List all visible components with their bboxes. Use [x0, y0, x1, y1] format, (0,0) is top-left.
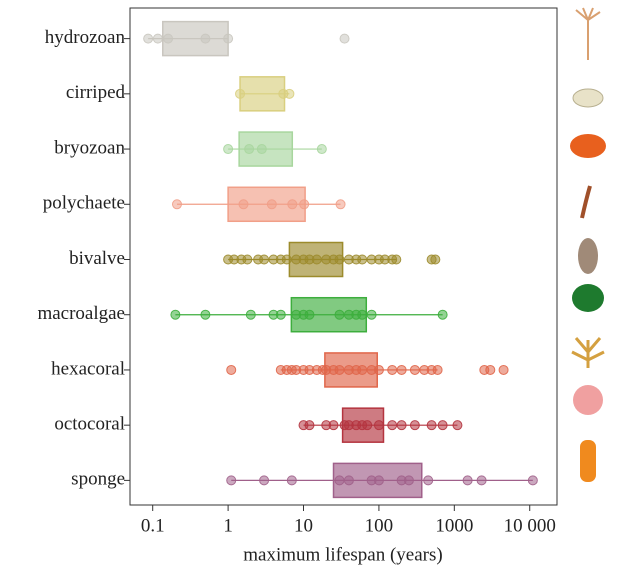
data-point	[391, 254, 402, 265]
y-tick-label: bivalve	[69, 248, 125, 269]
organism-icons	[570, 7, 606, 482]
data-point	[373, 420, 384, 431]
data-point	[152, 33, 163, 44]
data-point	[357, 254, 368, 265]
x-tick-label: 10	[294, 515, 313, 536]
box	[239, 76, 286, 112]
x-axis-label: maximum lifespan (years)	[243, 544, 442, 565]
data-point	[357, 309, 368, 320]
data-point	[200, 309, 211, 320]
y-tick-label: hexacoral	[51, 358, 125, 379]
data-point	[335, 199, 346, 210]
data-point	[244, 144, 255, 155]
y-tick-label: hydrozoan	[45, 27, 126, 48]
data-point	[437, 309, 448, 320]
data-point	[238, 199, 249, 210]
icon-sponge	[580, 440, 596, 482]
data-point	[163, 33, 174, 44]
data-point	[423, 475, 434, 486]
data-point	[334, 364, 345, 375]
data-point	[387, 420, 398, 431]
data-point	[373, 475, 384, 486]
data-point	[437, 420, 448, 431]
x-tick-label: 100	[365, 515, 394, 536]
x-tick-label: 0.1	[141, 515, 165, 536]
data-point	[343, 475, 354, 486]
x-tick-label: 1000	[435, 515, 473, 536]
data-point	[485, 364, 496, 375]
x-tick-label: 10 000	[504, 515, 556, 536]
data-point	[409, 420, 420, 431]
data-point	[226, 364, 237, 375]
icon-hexacoral	[571, 337, 605, 368]
data-point	[223, 33, 234, 44]
x-tick-label: 1	[223, 515, 233, 536]
data-point	[304, 309, 315, 320]
data-point	[476, 475, 487, 486]
data-point	[426, 420, 437, 431]
data-point	[284, 88, 295, 99]
data-point	[242, 254, 253, 265]
data-point	[256, 144, 267, 155]
y-tick-label: sponge	[71, 469, 125, 490]
data-point	[223, 144, 234, 155]
icon-macroalgae	[572, 284, 604, 312]
data-point	[334, 475, 345, 486]
data-point	[170, 309, 181, 320]
y-tick-label: bryozoan	[54, 137, 125, 158]
y-tick-label: octocoral	[54, 414, 125, 435]
icon-bryozoan	[570, 134, 606, 158]
data-point	[432, 364, 443, 375]
data-point	[387, 364, 398, 375]
data-point	[245, 309, 256, 320]
data-point	[287, 199, 298, 210]
data-point	[498, 364, 509, 375]
icon-bivalve	[578, 238, 598, 274]
icon-cirriped	[572, 88, 604, 108]
y-tick-label: polychaete	[43, 193, 125, 214]
data-point	[286, 475, 297, 486]
data-point	[266, 199, 277, 210]
data-point	[334, 309, 345, 320]
icon-polychaete	[580, 185, 592, 219]
data-point	[171, 199, 182, 210]
icon-octocoral	[573, 385, 603, 415]
data-point	[299, 199, 310, 210]
data-point	[366, 309, 377, 320]
data-point	[259, 254, 270, 265]
data-point	[143, 33, 154, 44]
data-point	[316, 144, 327, 155]
data-point	[362, 420, 373, 431]
data-point	[304, 420, 315, 431]
data-point	[527, 475, 538, 486]
data-point	[396, 420, 407, 431]
icon-hydrozoan	[575, 7, 601, 60]
y-tick-label: macroalgae	[37, 303, 125, 324]
data-point	[462, 475, 473, 486]
data-point	[235, 88, 246, 99]
data-point	[328, 420, 339, 431]
data-point	[275, 309, 286, 320]
data-point	[259, 475, 270, 486]
data-point	[200, 33, 211, 44]
data-point	[452, 420, 463, 431]
data-point	[339, 33, 350, 44]
y-tick-label: cirriped	[66, 82, 126, 103]
data-point	[373, 364, 384, 375]
data-point	[334, 254, 345, 265]
plot-frame	[129, 7, 558, 506]
data-point	[281, 254, 292, 265]
data-point	[357, 364, 368, 375]
data-point	[396, 364, 407, 375]
data-point	[226, 475, 237, 486]
data-point	[409, 364, 420, 375]
data-point	[311, 254, 322, 265]
data-point	[403, 475, 414, 486]
data-point	[430, 254, 441, 265]
